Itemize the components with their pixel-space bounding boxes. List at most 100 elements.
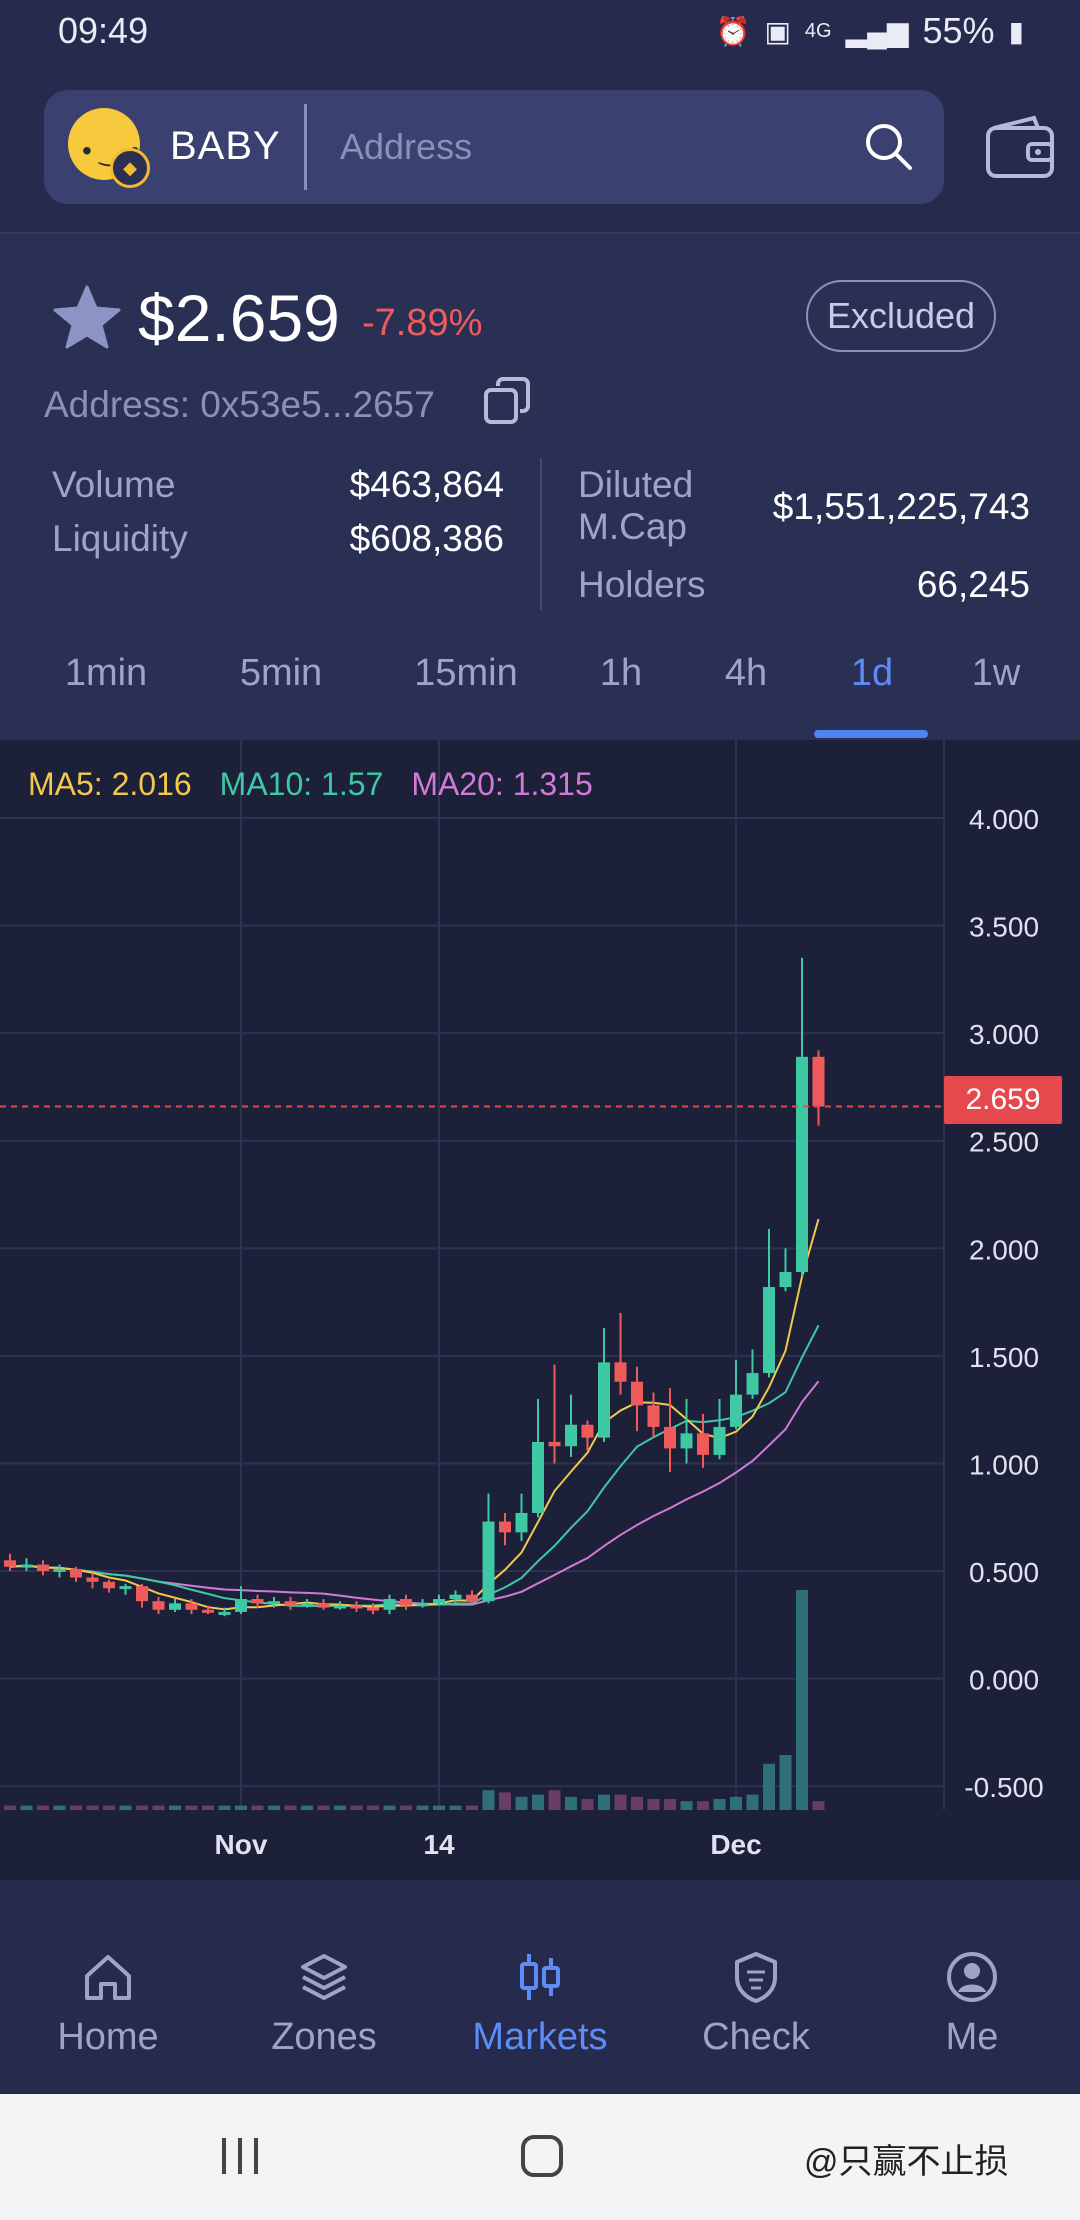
battery-icon: ▮	[1008, 15, 1024, 47]
candle-body	[746, 1373, 759, 1395]
volume-bar	[367, 1805, 379, 1810]
diluted-mcap-value: $1,551,225,743	[772, 486, 1030, 527]
volume-value: $463,864	[349, 464, 504, 505]
search-box[interactable]: • ‿ • ◆ BABY	[44, 90, 944, 204]
candle-body	[53, 1568, 66, 1572]
volume-bar	[482, 1790, 495, 1810]
holders-label: Holders	[578, 564, 706, 605]
nav-check-label: Check	[702, 2016, 810, 2058]
volume-bar	[697, 1801, 709, 1810]
user-icon	[947, 1952, 997, 2002]
candlestick-chart[interactable]: 4.000 3.500 3.000 2.500 2.000 1.500 1.000 0.500…	[0, 740, 1080, 1880]
search-icon[interactable]	[862, 120, 914, 172]
volume-bar	[647, 1799, 660, 1810]
nav-home[interactable]: Home	[8, 1950, 208, 2059]
candle-body	[466, 1594, 478, 1602]
y-tick-label: 1.000	[969, 1449, 1039, 1480]
candle-body	[548, 1441, 561, 1447]
home-icon	[85, 1955, 131, 2000]
volume-bar	[779, 1755, 792, 1810]
holders-value: 66,245	[916, 564, 1030, 605]
volume-bar	[598, 1794, 610, 1810]
candle-body	[37, 1564, 49, 1572]
candle-body	[284, 1601, 297, 1606]
wallet-icon[interactable]	[984, 114, 1056, 180]
candle-body	[647, 1405, 660, 1427]
candle-body	[680, 1433, 693, 1449]
volume-bar	[103, 1805, 115, 1810]
candle-body	[449, 1594, 462, 1600]
candle-body	[235, 1599, 247, 1612]
candle-body	[317, 1603, 330, 1608]
tf-tab-1w[interactable]: 1w	[971, 652, 1021, 694]
layers-icon	[301, 1954, 347, 2000]
y-tick-label: 1.500	[969, 1342, 1039, 1373]
candle-body	[697, 1433, 709, 1455]
candle-body	[251, 1599, 264, 1604]
candle-body	[730, 1394, 742, 1427]
candle-body	[433, 1599, 445, 1604]
ma-legend: MA5: 2.016 MA10: 1.57 MA20: 1.315	[28, 766, 593, 803]
tab-indicator	[814, 730, 928, 738]
chart-area[interactable]	[0, 740, 1080, 1880]
excluded-button[interactable]: Excluded	[806, 280, 996, 352]
candle-body	[812, 1056, 825, 1107]
nav-me[interactable]: Me	[872, 1950, 1072, 2059]
tf-tab-1min[interactable]: 1min	[64, 652, 148, 694]
candle-body	[763, 1287, 775, 1374]
network-type-label: 4G	[804, 19, 832, 42]
candle-body	[136, 1586, 148, 1602]
candle-body	[185, 1603, 198, 1610]
candle-body	[614, 1362, 627, 1382]
volume-bar	[152, 1805, 165, 1810]
volume-bar	[400, 1805, 412, 1810]
nav-home-label: Home	[57, 2016, 159, 2058]
nav-markets[interactable]: Markets	[440, 1950, 640, 2059]
nav-zones[interactable]: Zones	[224, 1950, 424, 2059]
candle-body	[713, 1426, 726, 1455]
volume-bar	[136, 1805, 148, 1810]
tf-tab-1d[interactable]: 1d	[850, 652, 894, 694]
tf-tab-1h[interactable]: 1h	[599, 652, 643, 694]
volume-bar	[53, 1805, 66, 1810]
candle-body	[482, 1521, 495, 1602]
candle-body	[499, 1521, 511, 1533]
volume-bar	[532, 1794, 544, 1810]
x-tick-label: Dec	[710, 1829, 761, 1860]
nav-check[interactable]: Check	[656, 1950, 856, 2059]
candle-body	[152, 1601, 165, 1610]
volume-bar	[515, 1796, 528, 1810]
volume-bar	[614, 1794, 627, 1810]
address-input[interactable]	[338, 114, 842, 180]
token-name: BABY	[170, 124, 281, 168]
bnb-chain-icon: ◆	[110, 148, 150, 188]
candle-body	[515, 1512, 528, 1533]
system-nav-bar	[0, 2094, 1080, 2220]
y-tick-label: 3.500	[969, 912, 1039, 943]
candle-body	[779, 1271, 792, 1288]
candle-body	[416, 1603, 429, 1607]
candle-body	[598, 1362, 610, 1438]
ma5-label: MA5: 2.016	[28, 766, 192, 802]
tf-tab-5min[interactable]: 5min	[239, 652, 323, 694]
candle-body	[301, 1603, 313, 1607]
diluted-label: Diluted	[578, 464, 694, 505]
alarm-icon: ⏰	[715, 15, 751, 47]
volume-bar	[433, 1805, 445, 1810]
copy-icon[interactable]	[482, 376, 532, 426]
recent-apps-icon[interactable]	[218, 2136, 262, 2176]
home-button-icon[interactable]	[520, 2134, 564, 2178]
nav-me-label: Me	[945, 2016, 999, 2058]
candle-body	[4, 1560, 16, 1567]
candle-body	[664, 1426, 676, 1449]
star-icon[interactable]	[52, 284, 122, 350]
tf-tab-4h[interactable]: 4h	[724, 652, 768, 694]
y-tick-label: 3.000	[969, 1019, 1039, 1050]
x-tick-label: 14	[423, 1829, 455, 1860]
volume-bar	[218, 1805, 231, 1810]
volume-bar	[548, 1790, 561, 1810]
candle-body	[86, 1577, 99, 1582]
volume-bar	[763, 1763, 775, 1810]
volume-bar	[185, 1805, 198, 1810]
tf-tab-15min[interactable]: 15min	[414, 652, 518, 694]
